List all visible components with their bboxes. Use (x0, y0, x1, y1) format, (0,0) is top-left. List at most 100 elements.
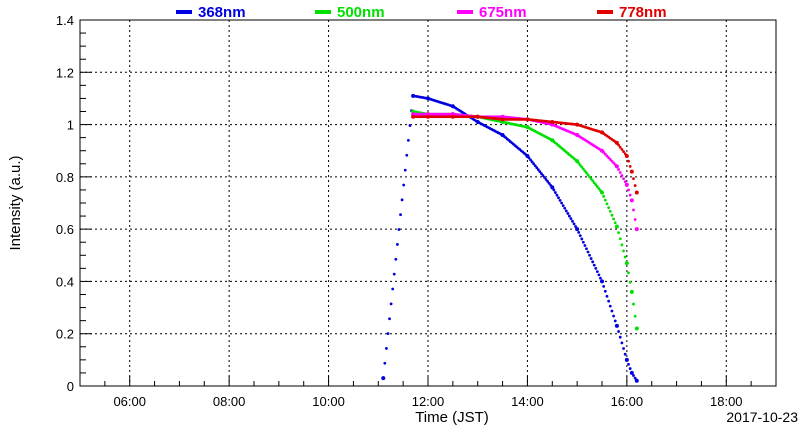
data-point (632, 374, 635, 377)
data-point (408, 124, 412, 127)
data-point (586, 250, 590, 254)
data-point (558, 198, 562, 202)
data-point (575, 227, 580, 232)
data-point (624, 261, 629, 266)
data-point (614, 224, 619, 229)
data-point (599, 189, 602, 192)
data-point (399, 213, 402, 217)
data-point (608, 210, 612, 213)
data-point (449, 112, 453, 116)
data-point (603, 198, 607, 202)
data-point (622, 249, 625, 253)
data-point (627, 362, 630, 366)
data-point (591, 260, 595, 264)
data-point (580, 237, 584, 241)
series-778nm (411, 114, 639, 195)
date-label: 2017-10-23 (726, 409, 798, 425)
data-point (561, 204, 565, 208)
data-point (613, 221, 617, 225)
data-point (424, 112, 428, 116)
data-point (633, 376, 637, 380)
x-axis-ticks: 06:00 08:00 10:00 12:00 14:00 16:00 18:00 (79, 376, 777, 409)
data-point (395, 243, 399, 246)
data-point (610, 159, 614, 163)
y-tick-label: 0.2 (56, 327, 74, 342)
data-point (603, 289, 607, 293)
legend: 368nm 500nm 675nm 778nm (176, 4, 667, 21)
data-point (541, 174, 545, 177)
data-point (627, 271, 630, 275)
y-tick-label: 0.4 (56, 274, 74, 289)
data-point (614, 323, 619, 328)
data-point (549, 120, 553, 124)
data-point (600, 279, 604, 284)
data-point (607, 299, 611, 303)
data-point (622, 347, 625, 350)
data-point (632, 177, 635, 181)
data-point (592, 181, 596, 185)
data-point (524, 117, 528, 121)
data-point (577, 161, 581, 165)
data-point (629, 370, 634, 375)
data-series (381, 93, 639, 383)
data-point (383, 361, 387, 365)
data-point (400, 198, 404, 202)
data-point (589, 257, 593, 260)
data-point (527, 156, 531, 160)
data-point (397, 228, 401, 231)
data-point (628, 165, 632, 168)
data-point (612, 217, 615, 221)
y-axis-title: Intensity (a.u.) (7, 155, 24, 250)
data-point (563, 206, 567, 210)
x-tick-label: 12:00 (412, 394, 445, 409)
data-point (405, 153, 409, 157)
data-point (544, 178, 548, 181)
data-point (549, 183, 553, 187)
data-point (577, 231, 581, 234)
data-point (620, 174, 624, 177)
data-point (599, 276, 602, 280)
y-tick-label: 1 (67, 118, 74, 133)
data-point (574, 132, 577, 136)
data-point (581, 240, 585, 244)
data-point (603, 152, 607, 156)
data-point (381, 376, 386, 381)
legend-label: 675nm (479, 4, 527, 21)
data-point (546, 180, 550, 183)
data-point (384, 347, 388, 350)
data-point (608, 158, 612, 161)
data-point (623, 255, 627, 259)
data-point (612, 314, 615, 318)
data-point (449, 115, 453, 119)
data-point (589, 177, 593, 181)
data-point (624, 357, 629, 362)
data-point (597, 273, 601, 277)
data-point (552, 188, 556, 192)
data-point (605, 202, 609, 206)
data-point (586, 173, 590, 177)
data-point (629, 169, 634, 174)
data-point (585, 171, 588, 175)
data-point (597, 187, 601, 191)
data-point (634, 190, 639, 195)
grid-lines (80, 20, 776, 386)
data-point (474, 115, 478, 119)
data-point (607, 156, 611, 160)
data-point (628, 367, 632, 370)
data-point (599, 130, 602, 134)
data-point (474, 119, 478, 123)
data-point (569, 217, 573, 221)
x-tick-label: 06:00 (113, 394, 146, 409)
data-point (628, 280, 632, 284)
data-point (532, 162, 536, 166)
data-point (588, 175, 591, 179)
data-point (602, 284, 606, 288)
data-point (618, 145, 622, 149)
data-point (620, 148, 624, 151)
data-point (389, 302, 393, 306)
data-point (578, 234, 582, 238)
data-point (585, 247, 588, 251)
x-tick-label: 14:00 (511, 394, 544, 409)
data-point (547, 181, 551, 185)
